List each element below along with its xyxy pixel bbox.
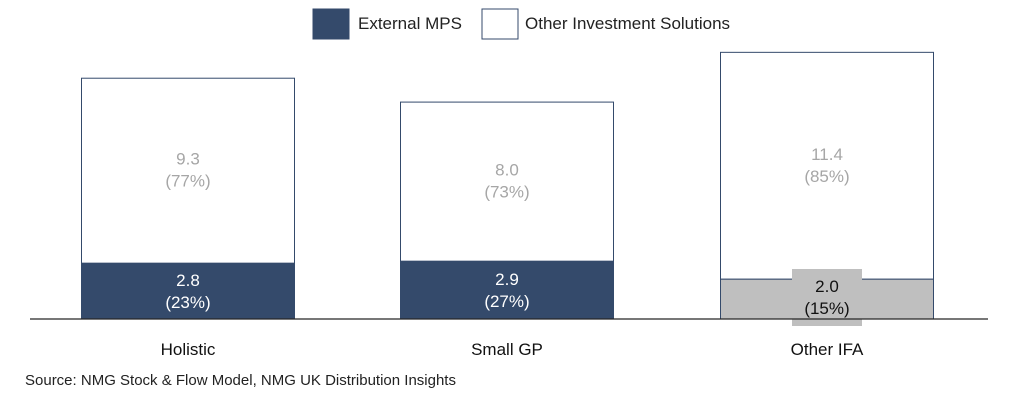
bar-other-investment-other-ifa — [720, 51, 934, 280]
data-label-percent-mps-small-gp: (27%) — [484, 292, 529, 311]
data-label-percent-other-small-gp: (73%) — [484, 183, 529, 202]
bars: 9.3 (77%) 2.8 (23%) 8.0 (73%) 2.9 (27%) 11.4 (85%… — [81, 51, 934, 326]
bar-external-mps-holistic — [81, 262, 295, 320]
legend: External MPS Other Investment Solutions — [312, 8, 730, 40]
legend-label-external-mps: External MPS — [358, 14, 462, 33]
legend-swatch-other-investment-solutions — [481, 8, 519, 40]
legend-label-other-investment-solutions: Other Investment Solutions — [525, 14, 730, 33]
data-label-value-mps-holistic: 2.8 — [176, 271, 200, 290]
data-label-value-other-small-gp: 8.0 — [495, 161, 519, 180]
bar-external-mps-small-gp — [400, 260, 614, 320]
source-note: Source: NMG Stock & Flow Model, NMG UK D… — [25, 372, 456, 389]
legend-swatch-external-mps — [312, 8, 350, 40]
data-label-value-mps-other-ifa: 2.0 — [815, 277, 839, 296]
data-label-percent-other-holistic: (77%) — [165, 172, 210, 191]
bar-other-investment-holistic — [81, 77, 295, 264]
data-label-percent-mps-other-ifa: (15%) — [804, 299, 849, 318]
data-label-value-other-other-ifa: 11.4 — [811, 145, 843, 164]
data-label-value-mps-small-gp: 2.9 — [495, 270, 519, 289]
data-label-percent-mps-holistic: (23%) — [165, 293, 210, 312]
x-tick-label-other-ifa: Other IFA — [791, 340, 864, 359]
x-axis-labels: Holistic Small GP Other IFA — [161, 340, 864, 359]
data-label-percent-other-other-ifa: (85%) — [804, 167, 849, 186]
data-label-value-other-holistic: 9.3 — [176, 150, 200, 169]
data-label-background-other-ifa — [792, 269, 862, 326]
x-tick-label-holistic: Holistic — [161, 340, 216, 359]
bar-other-investment-small-gp — [400, 101, 614, 262]
x-tick-label-small-gp: Small GP — [471, 340, 543, 359]
